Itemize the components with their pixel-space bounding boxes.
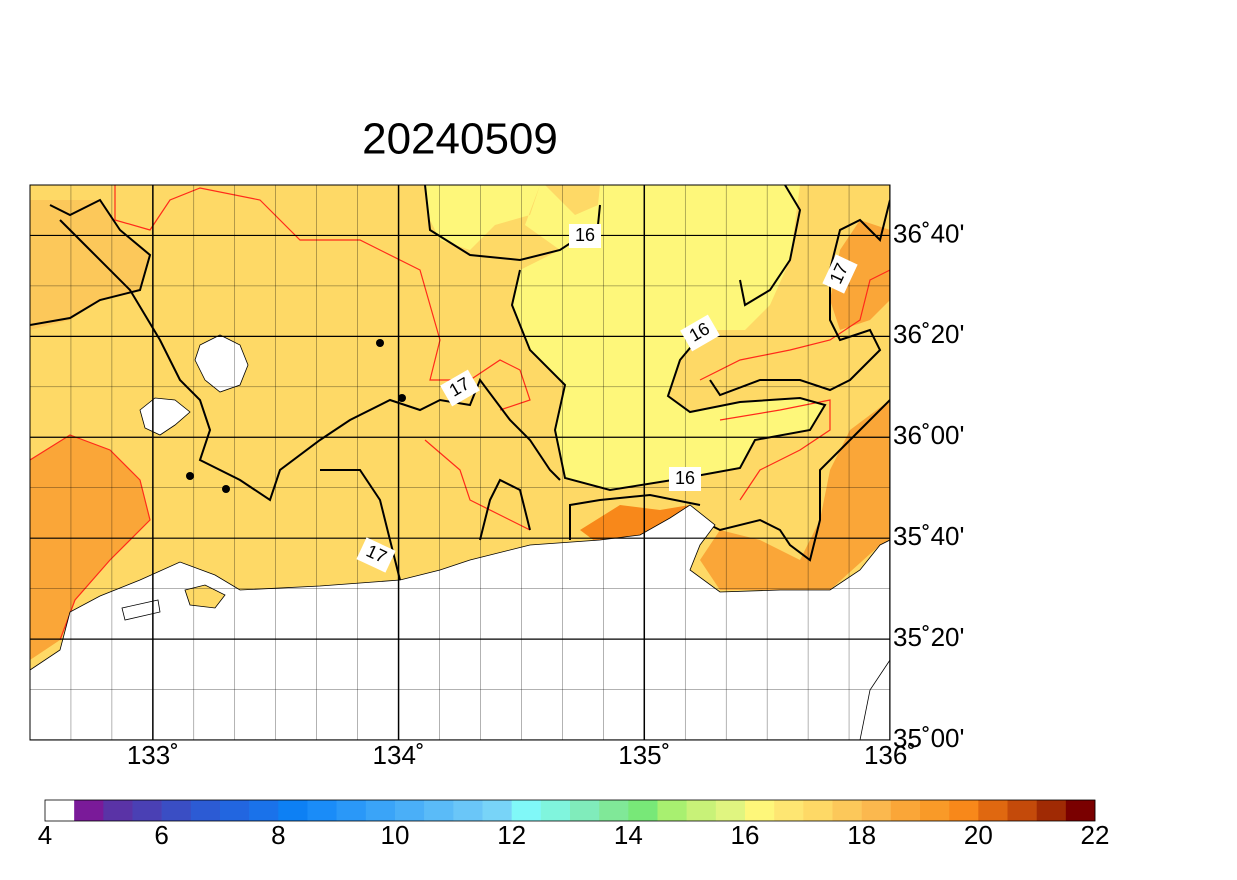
colorbar-box xyxy=(482,800,512,821)
colorbar-tick-label: 4 xyxy=(38,820,52,850)
colorbar-box xyxy=(132,800,162,821)
colorbar-box xyxy=(424,800,454,821)
colorbar-box xyxy=(511,800,542,821)
x-tick-label: 133˚ xyxy=(127,740,179,770)
isotherm-black xyxy=(30,185,890,581)
colorbar-box xyxy=(657,800,687,821)
colorbar-box xyxy=(949,800,979,821)
colorbar-tick-label: 22 xyxy=(1081,820,1110,850)
colorbar-box xyxy=(74,800,104,821)
colorbar-tick-label: 16 xyxy=(731,820,760,850)
colorbar-box xyxy=(861,800,892,821)
y-tick-label: 36˚40' xyxy=(893,218,964,248)
colorbar-box xyxy=(249,800,279,821)
isotherm-red xyxy=(30,185,890,641)
colorbar-box xyxy=(570,800,600,821)
y-tick-label: 36˚00' xyxy=(893,420,964,450)
land xyxy=(859,659,890,740)
map-area xyxy=(30,185,890,740)
colorbar-box xyxy=(978,800,1008,821)
colorbar-tick-label: 20 xyxy=(964,820,993,850)
colorbar-frame xyxy=(44,799,1096,822)
warm-region xyxy=(830,220,890,330)
colorbar-box xyxy=(774,800,804,821)
axes: 133˚ 134˚ 135˚ 136˚35˚00' 35˚20' 35˚40' 36˚00'… xyxy=(127,218,965,770)
y-tick-label: 35˚20' xyxy=(893,622,964,652)
warm-region xyxy=(30,435,150,660)
colorbar-tick-label: 12 xyxy=(497,820,526,850)
grid xyxy=(30,185,890,740)
x-tick-label: 136˚ xyxy=(864,740,916,770)
cool-region xyxy=(425,185,825,490)
x-tick-label: 134˚ xyxy=(373,740,425,770)
island xyxy=(121,599,161,621)
colorbar-box xyxy=(920,800,950,821)
colorbar-box xyxy=(1036,800,1067,821)
land xyxy=(30,504,890,740)
colorbar-box xyxy=(336,800,367,821)
x-tick-label: 135˚ xyxy=(618,740,670,770)
colorbar-box xyxy=(540,800,571,821)
colorbar-box xyxy=(1007,800,1037,821)
y-tick-label: 35˚00' xyxy=(893,723,964,753)
colorbar-box xyxy=(220,800,250,821)
contour-label: 16 xyxy=(575,225,595,245)
y-tick-label: 36˚20' xyxy=(893,319,964,349)
colorbar-box xyxy=(628,800,658,821)
warm-region xyxy=(30,200,150,330)
colorbar-box xyxy=(45,800,75,821)
warm-region xyxy=(580,505,690,545)
colorbar-tick-label: 8 xyxy=(271,820,285,850)
colorbar-box xyxy=(803,800,833,821)
colorbar-box xyxy=(103,800,133,821)
map-frame xyxy=(29,184,891,741)
island xyxy=(184,584,226,609)
colorbar-box xyxy=(686,800,717,821)
colorbar-tick-label: 14 xyxy=(614,820,643,850)
colorbar-box xyxy=(453,800,483,821)
colorbar-tick-label: 10 xyxy=(381,820,410,850)
colorbar-tick-label: 6 xyxy=(154,820,168,850)
colorbar-box xyxy=(161,800,192,821)
colorbar-box xyxy=(599,800,629,821)
colorbar-box xyxy=(365,800,396,821)
colorbar-box xyxy=(832,800,862,821)
title: 20240509 xyxy=(362,115,558,164)
y-tick-label: 35˚40' xyxy=(893,521,964,551)
colorbar-box xyxy=(395,800,425,821)
colorbar-box xyxy=(278,800,308,821)
colorbar-box xyxy=(745,800,775,821)
contour-label: 16 xyxy=(675,468,695,488)
colorbar-box xyxy=(715,800,746,821)
colorbar-box xyxy=(190,800,221,821)
stations xyxy=(186,339,406,493)
colorbar: 4 6 8 10 12 14 16 18 20 22 xyxy=(38,799,1110,850)
colorbar-box xyxy=(890,800,921,821)
colorbar-box xyxy=(1065,800,1096,821)
contour-labels: 16 16 16 17 17 17 xyxy=(356,224,858,573)
colorbar-tick-label: 18 xyxy=(847,820,876,850)
colorbar-box xyxy=(307,800,337,821)
